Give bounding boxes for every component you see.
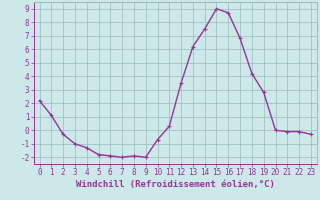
X-axis label: Windchill (Refroidissement éolien,°C): Windchill (Refroidissement éolien,°C) [76, 180, 275, 189]
